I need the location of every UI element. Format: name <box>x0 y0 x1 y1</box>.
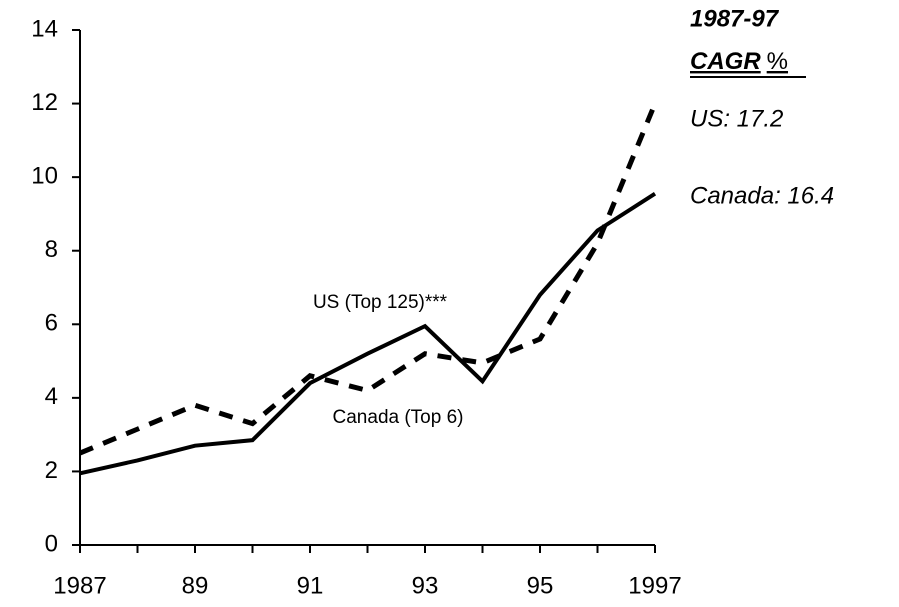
series-line <box>79 102 658 456</box>
x-tick-label: 89 <box>182 572 209 599</box>
y-tick-label: 12 <box>31 89 58 116</box>
cagr-note: Canada: 16.4 <box>690 182 834 209</box>
y-tick-label: 6 <box>45 310 58 337</box>
series-label: Canada (Top 6) <box>333 407 464 428</box>
y-tick-label: 2 <box>45 457 58 484</box>
x-tick-label: 91 <box>297 572 324 599</box>
x-tick-label: 95 <box>527 572 554 599</box>
y-tick-label: 14 <box>31 15 58 42</box>
x-tick-label: 1987 <box>53 572 106 599</box>
series-line <box>79 192 657 476</box>
y-tick-label: 8 <box>45 236 58 263</box>
cagr-heading: CAGR% <box>690 48 788 75</box>
series-label: US (Top 125)*** <box>313 292 448 313</box>
cagr-period: 1987-97 <box>690 5 780 32</box>
cagr-unit: % <box>767 48 788 75</box>
y-tick-label: 0 <box>45 530 58 557</box>
cagr-note: US: 17.2 <box>690 105 783 132</box>
x-tick-label: 93 <box>412 572 439 599</box>
y-tick-label: 10 <box>31 162 58 189</box>
cagr-label: CAGR <box>690 48 761 75</box>
y-tick-label: 4 <box>45 383 58 410</box>
x-tick-label: 1997 <box>628 572 681 599</box>
